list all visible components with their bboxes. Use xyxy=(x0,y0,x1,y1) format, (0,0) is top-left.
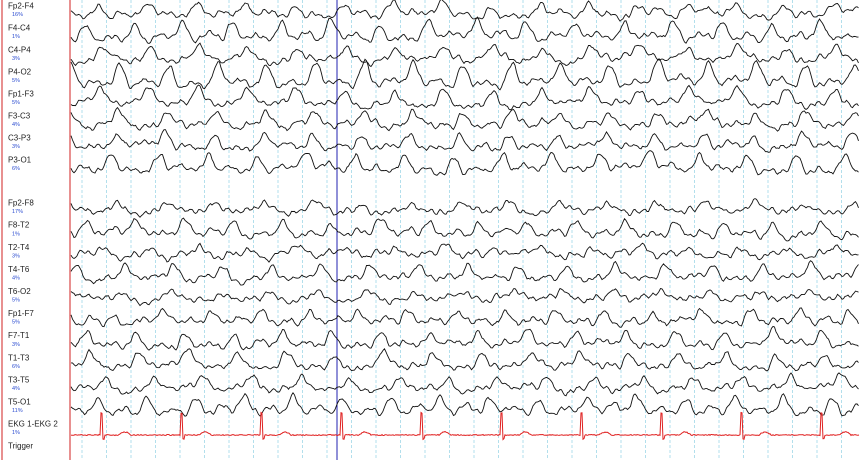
channel-name: P3-O1 xyxy=(8,156,32,165)
eeg-trace xyxy=(70,84,859,111)
eeg-trace xyxy=(70,0,859,22)
channel-labels: Fp2-F416%F4-C41%C4-P43%P4-O25%Fp1-F35%F3… xyxy=(8,2,58,451)
channel-scale: 1% xyxy=(12,34,20,40)
channel-name: F7-T1 xyxy=(8,331,30,340)
channel-scale: 4% xyxy=(12,122,20,128)
channel-name: T4-T6 xyxy=(8,265,30,274)
channel-scale: 1% xyxy=(12,231,20,237)
channel-name: T5-O1 xyxy=(8,397,31,406)
channel-scale: 6% xyxy=(12,364,20,370)
channel-scale: 3% xyxy=(12,253,20,259)
channel-scale: 17% xyxy=(12,209,23,215)
channel-name: F8-T2 xyxy=(8,221,30,230)
channel-scale: 16% xyxy=(12,12,23,18)
eeg-trace xyxy=(70,58,859,91)
traces xyxy=(70,0,860,441)
channel-name: Trigger xyxy=(8,442,33,451)
channel-scale: 11% xyxy=(12,408,23,414)
eeg-trace xyxy=(70,391,859,417)
channel-name: EKG 1-EKG 2 xyxy=(8,420,58,429)
channel-scale: 6% xyxy=(12,166,20,172)
eeg-trace xyxy=(70,325,859,351)
channel-scale: 3% xyxy=(12,342,20,348)
channel-name: Fp1-F7 xyxy=(8,309,34,318)
eeg-trace xyxy=(70,150,859,176)
channel-name: P4-O2 xyxy=(8,68,32,77)
eeg-trace xyxy=(71,348,859,372)
channel-scale: 5% xyxy=(12,320,20,326)
channel-name: T3-T5 xyxy=(8,375,30,384)
channel-name: F4-C4 xyxy=(8,24,31,33)
eeg-trace xyxy=(70,129,859,153)
eeg-trace xyxy=(70,106,859,132)
eeg-trace xyxy=(70,307,859,328)
eeg-trace xyxy=(70,372,859,397)
channel-name: T1-T3 xyxy=(8,353,30,362)
channel-name: T2-T4 xyxy=(8,243,30,252)
channel-scale: 3% xyxy=(12,56,20,62)
eeg-trace xyxy=(70,198,859,218)
channel-name: C3-P3 xyxy=(8,134,31,143)
eeg-trace xyxy=(70,16,859,45)
eeg-trace xyxy=(70,287,859,307)
channel-scale: 4% xyxy=(12,276,20,282)
eeg-trace xyxy=(70,42,859,68)
eeg-trace xyxy=(70,260,859,286)
channel-scale: 3% xyxy=(12,144,20,150)
channel-name: Fp2-F4 xyxy=(8,2,34,11)
channel-scale: 4% xyxy=(12,386,20,392)
eeg-trace xyxy=(70,217,859,242)
ekg-trace xyxy=(70,411,860,441)
channel-scale: 5% xyxy=(12,78,20,84)
channel-name: F3-C3 xyxy=(8,112,31,121)
channel-scale: 5% xyxy=(12,298,20,304)
channel-name: C4-P4 xyxy=(8,46,31,55)
channel-scale: 5% xyxy=(12,100,20,106)
channel-name: T6-O2 xyxy=(8,287,31,296)
channel-scale: 1% xyxy=(12,430,20,436)
channel-name: Fp2-F8 xyxy=(8,199,34,208)
channel-name: Fp1-F3 xyxy=(8,90,34,99)
eeg-trace xyxy=(70,242,859,263)
